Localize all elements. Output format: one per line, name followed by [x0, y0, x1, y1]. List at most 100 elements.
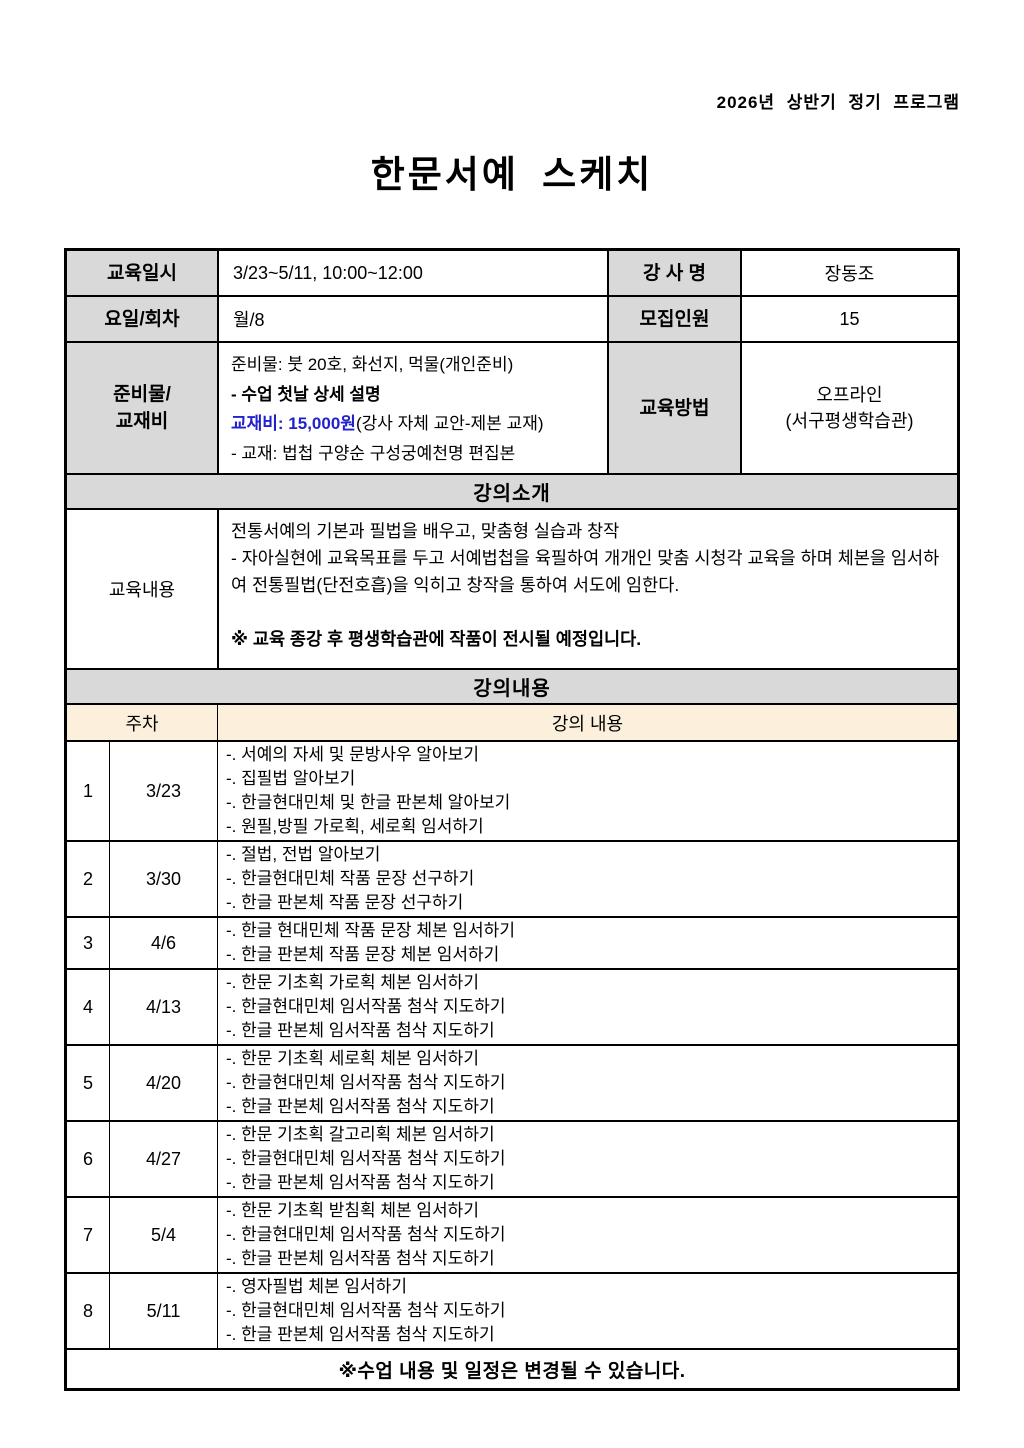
info-row-materials: 준비물/ 교재비 준비물: 붓 20호, 화선지, 먹물(개인준비) - 수업 … [67, 343, 957, 475]
week-content-line: -. 한글현대민체 임서작품 첨삭 지도하기 [226, 1073, 506, 1092]
schedule-row-week4: 4 4/13 -. 한문 기초획 가로획 체본 임서하기 -. 한글현대민체 임… [67, 970, 957, 1046]
schedule-row-week8: 8 5/11 -. 영자필법 체본 임서하기 -. 한글현대민체 임서작품 첨삭… [67, 1274, 957, 1350]
intro-line1: 전통서예의 기본과 필법을 배우고, 맞춤형 실습과 창작 [231, 521, 620, 541]
day-session-value: 월/8 [219, 297, 609, 341]
materials-fee-note: (강사 자체 교안-제본 교재) [355, 414, 544, 433]
week-number: 5 [67, 1046, 110, 1120]
materials-label-line1: 준비물/ [113, 384, 171, 405]
intro-section-header-row: 강의소개 [67, 475, 957, 510]
schedule-row-week2: 2 3/30 -. 절법, 전법 알아보기 -. 한글현대민체 작품 문장 선구… [67, 842, 957, 918]
week-content-line: -. 한글현대민체 임서작품 첨삭 지도하기 [226, 1225, 506, 1244]
week-content: -. 한글 현대민체 작품 문장 체본 임서하기 -. 한글 판본체 작품 문장… [218, 918, 957, 968]
week-number: 1 [67, 742, 110, 840]
content-column-header: 강의 내용 [218, 705, 957, 740]
week-content-line: -. 한글 판본체 임서작품 첨삭 지도하기 [226, 1249, 495, 1268]
intro-note: ※ 교육 종강 후 평생학습관에 작품이 전시될 예정입니다. [231, 629, 642, 649]
schedule-section-header: 강의내용 [67, 670, 957, 703]
materials-line-supplies: 준비물: 붓 20호, 화선지, 먹물(개인준비) [231, 355, 514, 374]
intro-content-row: 교육내용 전통서예의 기본과 필법을 배우고, 맞춤형 실습과 창작 - 자아실… [67, 510, 957, 670]
materials-label: 준비물/ 교재비 [67, 343, 219, 473]
week-content: -. 영자필법 체본 임서하기 -. 한글현대민체 임서작품 첨삭 지도하기 -… [218, 1274, 957, 1348]
education-date-value: 3/23~5/11, 10:00~12:00 [219, 251, 609, 295]
program-table: 교육일시 3/23~5/11, 10:00~12:00 강 사 명 장동조 요일… [64, 248, 960, 1391]
week-content-line: -. 한글 판본체 작품 문장 체본 임서하기 [226, 945, 500, 964]
intro-line2: - 자아실현에 교육목표를 두고 서예법첩을 육필하여 개개인 맞춤 시청각 교… [231, 548, 940, 595]
week-date: 3/23 [110, 742, 218, 840]
intro-body: 전통서예의 기본과 필법을 배우고, 맞춤형 실습과 창작 - 자아실현에 교육… [219, 510, 957, 668]
week-content-line: -. 한글 판본체 작품 문장 선구하기 [226, 893, 464, 912]
week-number: 6 [67, 1122, 110, 1196]
instructor-label: 강 사 명 [609, 251, 742, 295]
week-content-line: -. 서예의 자세 및 문방사우 알아보기 [226, 745, 479, 764]
materials-line-textbook: - 교재: 법첩 구양순 구성궁예천명 편집본 [231, 443, 516, 463]
info-row-schedule: 교육일시 3/23~5/11, 10:00~12:00 강 사 명 장동조 [67, 251, 957, 297]
schedule-row-week6: 6 4/27 -. 한문 기초획 갈고리획 체본 임서하기 -. 한글현대민체 … [67, 1122, 957, 1198]
schedule-footer-row: ※수업 내용 및 일정은 변경될 수 있습니다. [67, 1350, 957, 1388]
info-row-sessions: 요일/회차 월/8 모집인원 15 [67, 297, 957, 343]
capacity-value: 15 [839, 308, 860, 329]
week-content: -. 한문 기초획 가로획 체본 임서하기 -. 한글현대민체 임서작품 첨삭 … [218, 970, 957, 1044]
week-content-line: -. 한글현대민체 및 한글 판본체 알아보기 [226, 793, 511, 812]
instructor-value: 장동조 [824, 264, 875, 284]
week-column-header: 주차 [67, 705, 218, 740]
day-session-label: 요일/회차 [67, 297, 219, 341]
week-content-line: -. 한글현대민체 작품 문장 선구하기 [226, 869, 475, 888]
week-content: -. 절법, 전법 알아보기 -. 한글현대민체 작품 문장 선구하기 -. 한… [218, 842, 957, 916]
week-content-line: -. 한글 판본체 임서작품 첨삭 지도하기 [226, 1021, 495, 1040]
week-content-line: -. 한글 판본체 임서작품 첨삭 지도하기 [226, 1173, 495, 1192]
week-number: 3 [67, 918, 110, 968]
week-content-line: -. 한글 판본체 임서작품 첨삭 지도하기 [226, 1325, 495, 1344]
week-date: 5/4 [110, 1198, 218, 1272]
capacity-label: 모집인원 [609, 297, 742, 341]
week-content-line: -. 한문 기초획 세로획 체본 임서하기 [226, 1049, 479, 1068]
week-content-line: -. 집필법 알아보기 [226, 769, 356, 788]
schedule-section-header-row: 강의내용 [67, 670, 957, 705]
week-content: -. 한문 기초획 세로획 체본 임서하기 -. 한글현대민체 임서작품 첨삭 … [218, 1046, 957, 1120]
materials-content: 준비물: 붓 20호, 화선지, 먹물(개인준비) - 수업 첫날 상세 설명 … [219, 343, 609, 473]
method-value-line1: 오프라인 [816, 385, 883, 405]
method-value: 오프라인 (서구평생학습관) [742, 343, 957, 473]
schedule-row-week3: 3 4/6 -. 한글 현대민체 작품 문장 체본 임서하기 -. 한글 판본체… [67, 918, 957, 970]
week-number: 4 [67, 970, 110, 1044]
week-date: 4/27 [110, 1122, 218, 1196]
week-content-line: -. 한글현대민체 임서작품 첨삭 지도하기 [226, 1301, 506, 1320]
week-content: -. 한문 기초획 갈고리획 체본 임서하기 -. 한글현대민체 임서작품 첨삭… [218, 1122, 957, 1196]
week-content-line: -. 한글 현대민체 작품 문장 체본 임서하기 [226, 921, 515, 940]
week-date: 4/13 [110, 970, 218, 1044]
week-content-line: -. 한글현대민체 임서작품 첨삭 지도하기 [226, 997, 506, 1016]
method-label: 교육방법 [609, 343, 742, 473]
week-content-line: -. 한글현대민체 임서작품 첨삭 지도하기 [226, 1149, 506, 1168]
week-content-line: -. 절법, 전법 알아보기 [226, 845, 381, 864]
week-date: 5/11 [110, 1274, 218, 1348]
week-content-line: -. 한글 판본체 임서작품 첨삭 지도하기 [226, 1097, 495, 1116]
week-date: 3/30 [110, 842, 218, 916]
week-content-line: -. 한문 기초획 갈고리획 체본 임서하기 [226, 1125, 495, 1144]
page-title: 한문서예 스케치 [370, 154, 654, 195]
education-date-label: 교육일시 [67, 251, 219, 295]
intro-section-header: 강의소개 [67, 475, 957, 508]
intro-blank-line [231, 599, 945, 626]
week-content: -. 한문 기초획 받침획 체본 임서하기 -. 한글현대민체 임서작품 첨삭 … [218, 1198, 957, 1272]
document-header-note: 2026년 상반기 정기 프로그램 [716, 93, 960, 112]
materials-line-fee: 교재비: 15,000원(강사 자체 교안-제본 교재) [231, 409, 595, 439]
week-content-line: -. 한문 기초획 가로획 체본 임서하기 [226, 973, 479, 992]
schedule-subheader-row: 주차 강의 내용 [67, 705, 957, 742]
intro-label: 교육내용 [67, 510, 219, 668]
week-content-line: -. 영자필법 체본 임서하기 [226, 1277, 407, 1296]
week-number: 7 [67, 1198, 110, 1272]
week-date: 4/20 [110, 1046, 218, 1120]
materials-label-line2: 교재비 [115, 411, 169, 432]
week-content: -. 서예의 자세 및 문방사우 알아보기 -. 집필법 알아보기 -. 한글현… [218, 742, 957, 840]
change-notice: ※수업 내용 및 일정은 변경될 수 있습니다. [338, 1360, 686, 1382]
schedule-row-week1: 1 3/23 -. 서예의 자세 및 문방사우 알아보기 -. 집필법 알아보기… [67, 742, 957, 842]
week-number: 8 [67, 1274, 110, 1348]
schedule-row-week5: 5 4/20 -. 한문 기초획 세로획 체본 임서하기 -. 한글현대민체 임… [67, 1046, 957, 1122]
materials-line-firstday: - 수업 첫날 상세 설명 [231, 384, 381, 404]
week-content-line: -. 원필,방필 가로획, 세로획 임서하기 [226, 817, 484, 836]
materials-fee-amount: 교재비: 15,000원 [231, 414, 356, 433]
week-content-line: -. 한문 기초획 받침획 체본 임서하기 [226, 1201, 479, 1220]
week-date: 4/6 [110, 918, 218, 968]
method-value-line2: (서구평생학습관) [785, 411, 914, 431]
schedule-row-week7: 7 5/4 -. 한문 기초획 받침획 체본 임서하기 -. 한글현대민체 임서… [67, 1198, 957, 1274]
